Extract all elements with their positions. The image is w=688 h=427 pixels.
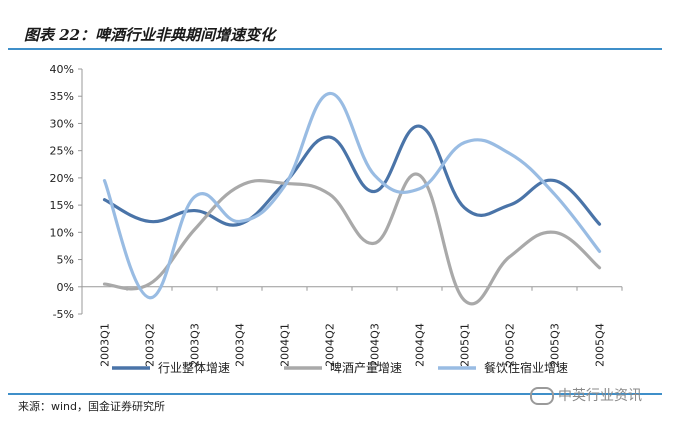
- data-point: [418, 124, 421, 128]
- data-point: [553, 231, 556, 234]
- data-point: [508, 152, 511, 155]
- data-point: [373, 190, 376, 193]
- bottom-rule: [8, 393, 662, 395]
- legend-label: 行业整体增速: [158, 360, 230, 375]
- title-row: 图表 22：啤酒行业非典期间增速变化: [8, 22, 660, 48]
- x-tick-label: 2003Q3: [189, 323, 202, 367]
- data-point: [103, 282, 106, 286]
- data-point: [328, 193, 331, 196]
- x-tick-label: 2005Q1: [459, 323, 472, 367]
- data-point: [103, 198, 106, 201]
- x-tick-label: 2003Q1: [99, 323, 112, 367]
- y-tick-label: 25%: [50, 145, 74, 158]
- x-axis: 2003Q1 2003Q2 2003Q3 2003Q4 2004Q1 2004Q2 2004…: [81, 286, 623, 367]
- data-point: [463, 141, 466, 144]
- data-point: [508, 255, 511, 259]
- data-point: [328, 135, 331, 139]
- x-tick-label: 2003Q4: [234, 323, 247, 367]
- data-point: [148, 220, 151, 223]
- source-note: 来源：wind，国金证券研究所: [18, 400, 166, 413]
- x-tick-label: 2004Q3: [369, 323, 382, 367]
- legend: 行业整体增速 啤酒产量增速 餐饮住宿业增速: [112, 360, 568, 375]
- wechat-icon: [530, 387, 554, 405]
- legend-label: 餐饮住宿业增速: [484, 360, 568, 375]
- data-point: [148, 282, 151, 286]
- y-tick-label: 5%: [57, 254, 74, 267]
- data-point: [193, 209, 196, 212]
- data-point: [508, 203, 511, 207]
- data-point: [103, 179, 106, 182]
- y-tick-label: 15%: [50, 199, 74, 212]
- top-rule: [8, 48, 662, 50]
- data-point: [283, 184, 286, 188]
- y-axis: -5% 0% 5% 10% 15% 20% 25% 30% 35% 40%: [50, 63, 83, 321]
- data-point: [238, 222, 241, 226]
- data-point: [553, 193, 556, 196]
- data-point: [373, 173, 376, 177]
- data-point: [193, 228, 196, 231]
- y-tick-label: 0%: [57, 281, 74, 294]
- x-tick-label: 2003Q2: [144, 323, 157, 367]
- y-tick-label: 30%: [50, 117, 74, 130]
- data-point: [328, 92, 331, 95]
- line-chart: -5%0%5%10%15%20%25%30%35%40% 2003Q1 2003Q…: [50, 63, 623, 375]
- data-point: [598, 250, 601, 253]
- y-tick-label: 35%: [50, 90, 74, 103]
- x-tick-label: 2004Q4: [414, 323, 427, 367]
- data-point: [418, 173, 421, 177]
- data-point: [463, 206, 466, 210]
- data-point: [238, 220, 241, 223]
- data-point: [418, 187, 421, 190]
- y-tick-label: -5%: [53, 308, 74, 321]
- x-tick-label: 2005Q4: [594, 323, 607, 367]
- watermark: 中英行业资讯: [530, 385, 642, 405]
- data-point: [598, 266, 601, 269]
- data-point: [463, 299, 466, 302]
- data-point: [193, 195, 196, 199]
- data-point: [238, 184, 241, 188]
- watermark-text: 中英行业资讯: [558, 388, 642, 404]
- x-tick-label: 2005Q2: [504, 323, 517, 367]
- data-point: [553, 179, 556, 182]
- data-point: [598, 222, 601, 226]
- x-tick-label: 2004Q2: [324, 323, 337, 367]
- data-point: [373, 242, 376, 245]
- y-tick-label: 10%: [50, 226, 74, 239]
- series-lines: [102, 91, 602, 306]
- data-point: [148, 296, 151, 299]
- x-tick-label: 2004Q1: [279, 323, 292, 367]
- legend-label: 啤酒产量增速: [330, 360, 402, 375]
- series-line-1: [102, 124, 602, 227]
- y-tick-label: 20%: [50, 172, 74, 185]
- x-tick-label: 2005Q3: [549, 323, 562, 367]
- y-tick-label: 40%: [50, 63, 74, 76]
- chart-title: 图表 22：啤酒行业非典期间增速变化: [24, 26, 276, 44]
